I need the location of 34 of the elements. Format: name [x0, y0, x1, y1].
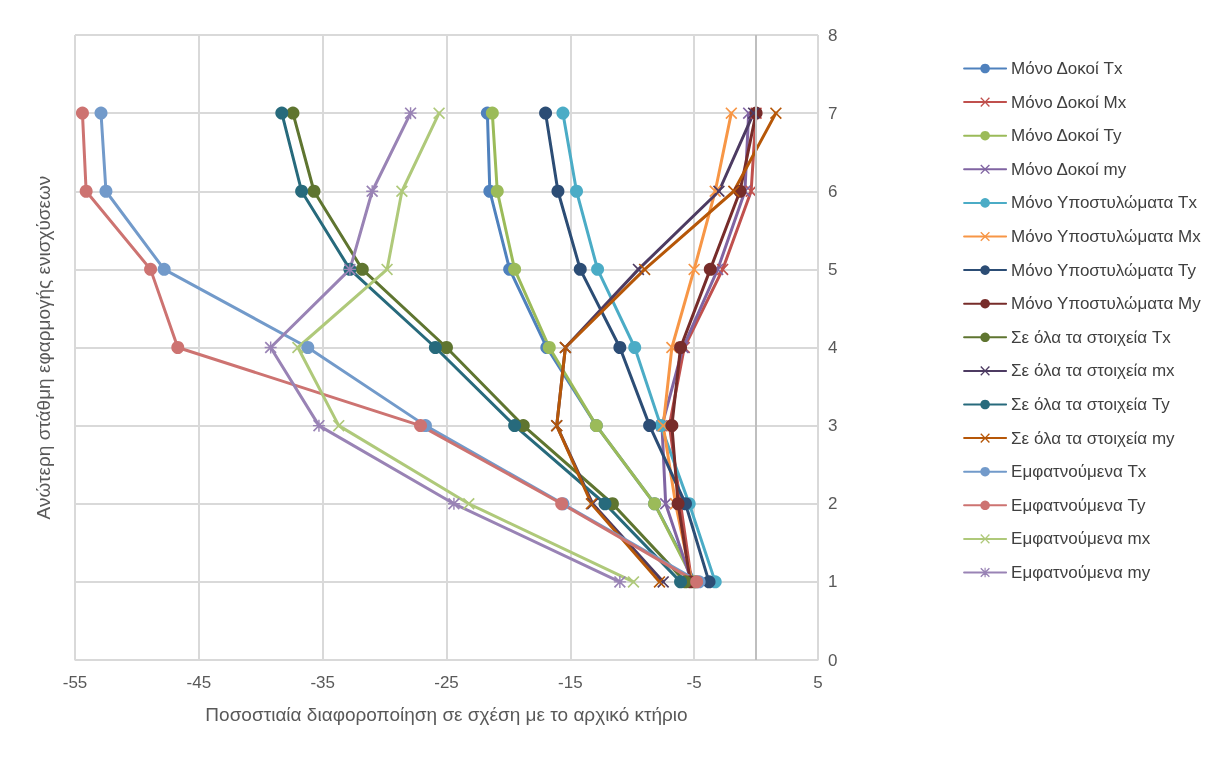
y-tick-label: 4 [828, 338, 838, 357]
legend-label: Μόνο Δοκοί Ty [1011, 126, 1122, 146]
legend-label: Εμφατνούμενα Tx [1011, 462, 1147, 482]
x-tick-label: -45 [186, 673, 212, 692]
legend-label: Μόνο Υποστυλώματα Tx [1011, 193, 1198, 213]
x-tick-label: -5 [686, 673, 702, 692]
legend-label: Σε όλα τα στοιχεία Ty [1011, 395, 1171, 414]
legend-label: Μόνο Υποστυλώματα Ty [1011, 260, 1197, 280]
y-tick-label: 1 [828, 572, 838, 592]
legend-label: Μόνο Δοκοί Mx [1011, 92, 1127, 112]
x-axis-title: Ποσοστιαία διαφοροποίηση σε σχέση με το αρχικό κτήριο [205, 704, 688, 725]
y-tick-label: 7 [828, 103, 838, 123]
legend-label: Σε όλα τα στοιχεία my [1011, 428, 1176, 448]
x-tick-label: -35 [310, 673, 335, 692]
y-tick-label: 6 [828, 181, 838, 201]
legend-label: Εμφατνούμενα Ty [1011, 495, 1146, 515]
x-tick-label: -55 [62, 673, 88, 692]
y-tick-label: 5 [828, 259, 838, 279]
y-tick-label: 0 [828, 650, 838, 670]
y-tick-label: 2 [828, 494, 838, 514]
legend-label: Εμφατνούμενα mx [1011, 529, 1151, 549]
y-tick-label: 3 [828, 416, 838, 436]
legend-label: Μόνο Υποστυλώματα Mx [1011, 227, 1202, 246]
x-tick-label: -25 [434, 673, 459, 692]
legend-label: Μόνο Δοκοί my [1011, 159, 1127, 179]
legend-label: Μόνο Δοκοί Tx [1011, 59, 1123, 78]
x-tick-label: -15 [558, 673, 583, 692]
x-tick-label: 5 [813, 673, 823, 692]
y-axis-title: Ανώτερη στάθμη εφαρμογής ενισχύσεων [33, 175, 54, 520]
legend-label: Μόνο Υποστυλώματα My [1011, 294, 1202, 314]
legend-label: Εμφατνούμενα my [1011, 563, 1151, 582]
legend-label: Σε όλα τα στοιχεία Tx [1011, 327, 1172, 347]
y-tick-label: 8 [828, 25, 838, 45]
legend-label: Σε όλα τα στοιχεία mx [1011, 361, 1176, 381]
